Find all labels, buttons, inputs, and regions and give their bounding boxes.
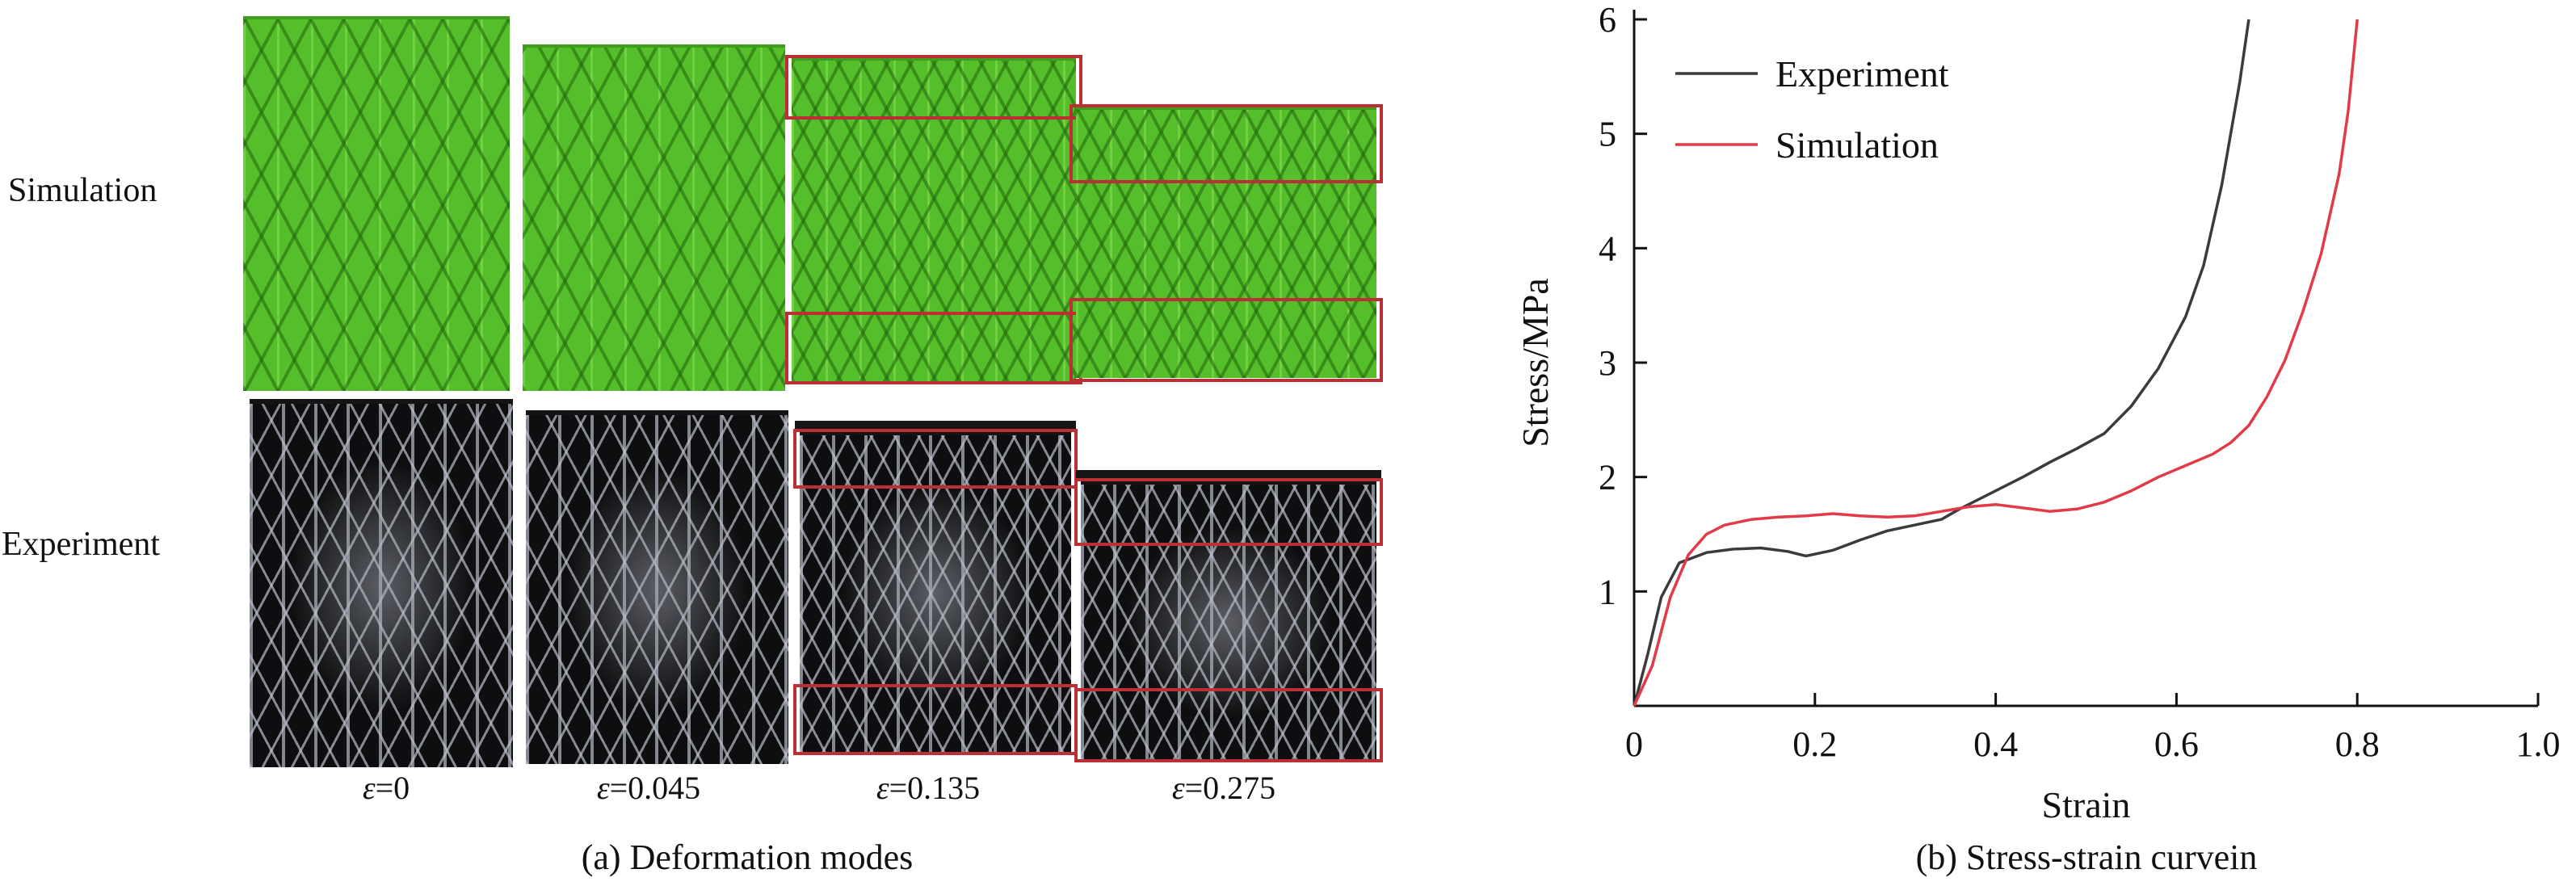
svg-text:Strain: Strain (2042, 784, 2131, 825)
svg-text:5: 5 (1599, 115, 1616, 154)
panel-deformation-modes: Simulation Experiment ε=0 ε=0.0 (2, 16, 1383, 877)
lattice-render (243, 16, 510, 391)
caption-panel-b: (b) Stress-strain curvein (1915, 838, 2258, 877)
simulation-image-strain-0135 (785, 55, 1082, 384)
panel-stress-strain: 0 0.2 0.4 0.6 0.8 1.0 1 2 3 4 5 6 Strain Stress/MPa Ex… (1515, 0, 2576, 890)
epsilon-symbol: ε (596, 770, 610, 806)
epsilon-symbol: ε (362, 770, 376, 806)
experiment-image-strain-0135 (793, 421, 1078, 755)
epsilon-symbol: ε (1171, 770, 1185, 806)
stress-strain-chart: 0 0.2 0.4 0.6 0.8 1.0 1 2 3 4 5 6 Strain Stress/MPa Ex… (1515, 0, 2561, 825)
compression-platen (795, 421, 1076, 429)
svg-text:0.8: 0.8 (2335, 724, 2380, 764)
strain-value: =0.045 (609, 770, 701, 806)
svg-text:2: 2 (1599, 458, 1616, 497)
svg-text:4: 4 (1599, 229, 1616, 268)
svg-text:3: 3 (1599, 343, 1616, 383)
simulation-image-strain-0 (243, 16, 510, 391)
experiment-image-strain-0275 (1074, 470, 1383, 762)
epsilon-symbol: ε (876, 770, 889, 806)
compression-platen (1076, 470, 1381, 478)
strain-value: =0.275 (1184, 770, 1276, 806)
densification-highlight-bottom (785, 312, 1082, 384)
lattice-render (250, 399, 513, 767)
densification-highlight-top (1074, 478, 1383, 546)
lattice-render (792, 57, 1076, 381)
strain-label-0: ε=0 (253, 769, 519, 807)
strain-label-0045: ε=0.045 (515, 769, 782, 807)
svg-text:Simulation: Simulation (1775, 124, 1939, 166)
densification-highlight-bottom (793, 684, 1078, 755)
densification-highlight-top (793, 429, 1078, 489)
simulation-image-strain-0275 (1069, 104, 1383, 382)
svg-text:Stress/MPa: Stress/MPa (1519, 278, 1556, 447)
caption-panel-a: (a) Deformation modes (581, 838, 914, 877)
row-label-simulation: Simulation (8, 172, 158, 209)
svg-text:1: 1 (1599, 572, 1616, 611)
svg-text:Experiment: Experiment (1775, 53, 1949, 94)
experiment-image-strain-0045 (526, 410, 788, 764)
svg-text:0.6: 0.6 (2154, 724, 2199, 764)
densification-highlight-bottom (1074, 688, 1383, 762)
svg-text:0: 0 (1625, 724, 1643, 764)
simulation-image-strain-0045 (523, 44, 785, 391)
strain-value: =0 (375, 770, 410, 806)
row-label-experiment: Experiment (2, 526, 160, 563)
svg-text:0.4: 0.4 (1973, 724, 2018, 764)
lattice-render (1081, 480, 1376, 759)
svg-text:1.0: 1.0 (2516, 724, 2561, 764)
lattice-render (526, 410, 788, 764)
svg-text:0.2: 0.2 (1792, 724, 1837, 764)
densification-highlight-top (785, 55, 1082, 120)
strain-label-0275: ε=0.275 (1090, 769, 1357, 807)
experiment-image-strain-0 (250, 399, 513, 767)
lattice-render (1076, 107, 1376, 378)
strain-label-0135: ε=0.135 (795, 769, 1061, 807)
strain-value: =0.135 (889, 770, 981, 806)
densification-highlight-bottom (1069, 298, 1383, 382)
lattice-render (523, 44, 785, 391)
svg-text:6: 6 (1599, 0, 1616, 40)
densification-highlight-top (1069, 104, 1383, 183)
